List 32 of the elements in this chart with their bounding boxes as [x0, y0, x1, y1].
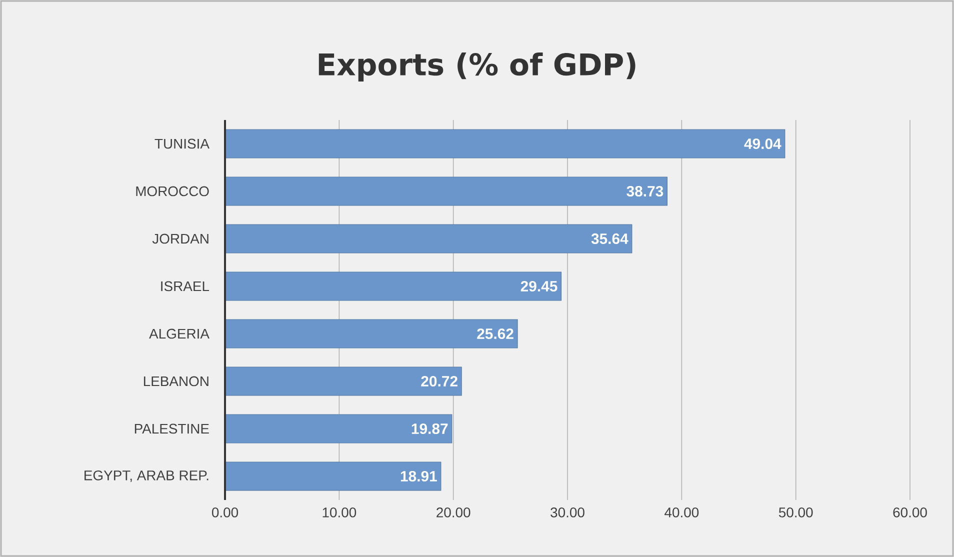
- bar: [224, 462, 442, 491]
- data-label: 29.45: [520, 280, 558, 292]
- x-tick-label: 60.00: [893, 508, 927, 518]
- bar: [224, 176, 668, 206]
- data-label: 25.62: [477, 328, 514, 340]
- data-label: 20.72: [421, 376, 458, 387]
- chart-title: Exports (% of GDP): [318, 52, 636, 82]
- x-tick-label: 20.00: [436, 508, 470, 518]
- data-label: 49.04: [744, 138, 782, 150]
- bar: [224, 272, 562, 301]
- x-tick-label: 50.00: [778, 508, 813, 518]
- y-tick-label: LEBANON: [144, 376, 208, 386]
- y-tick-label: TUNISIA: [154, 138, 210, 149]
- data-label: 18.91: [400, 470, 437, 482]
- bar: [224, 129, 786, 158]
- x-tick-label: 0.00: [212, 508, 238, 518]
- data-label: 35.64: [591, 233, 628, 244]
- bar: [224, 319, 518, 348]
- data-label: 38.73: [626, 186, 664, 197]
- y-tick-label: MOROCCO: [136, 186, 209, 196]
- y-tick-label: JORDAN: [152, 234, 208, 244]
- y-tick-label: ALGERIA: [149, 328, 210, 339]
- data-label: 19.87: [412, 423, 448, 434]
- bar: [224, 414, 452, 444]
- x-tick-label: 40.00: [664, 508, 699, 518]
- y-tick-label: ISRAEL: [161, 281, 210, 292]
- x-tick-label: 30.00: [550, 508, 584, 518]
- bar: [224, 224, 632, 254]
- bar: [224, 366, 462, 396]
- y-tick-label: EGYPT, ARAB REP.: [84, 470, 208, 482]
- y-tick-label: PALESTINE: [134, 424, 209, 434]
- x-tick-label: 10.00: [322, 508, 356, 518]
